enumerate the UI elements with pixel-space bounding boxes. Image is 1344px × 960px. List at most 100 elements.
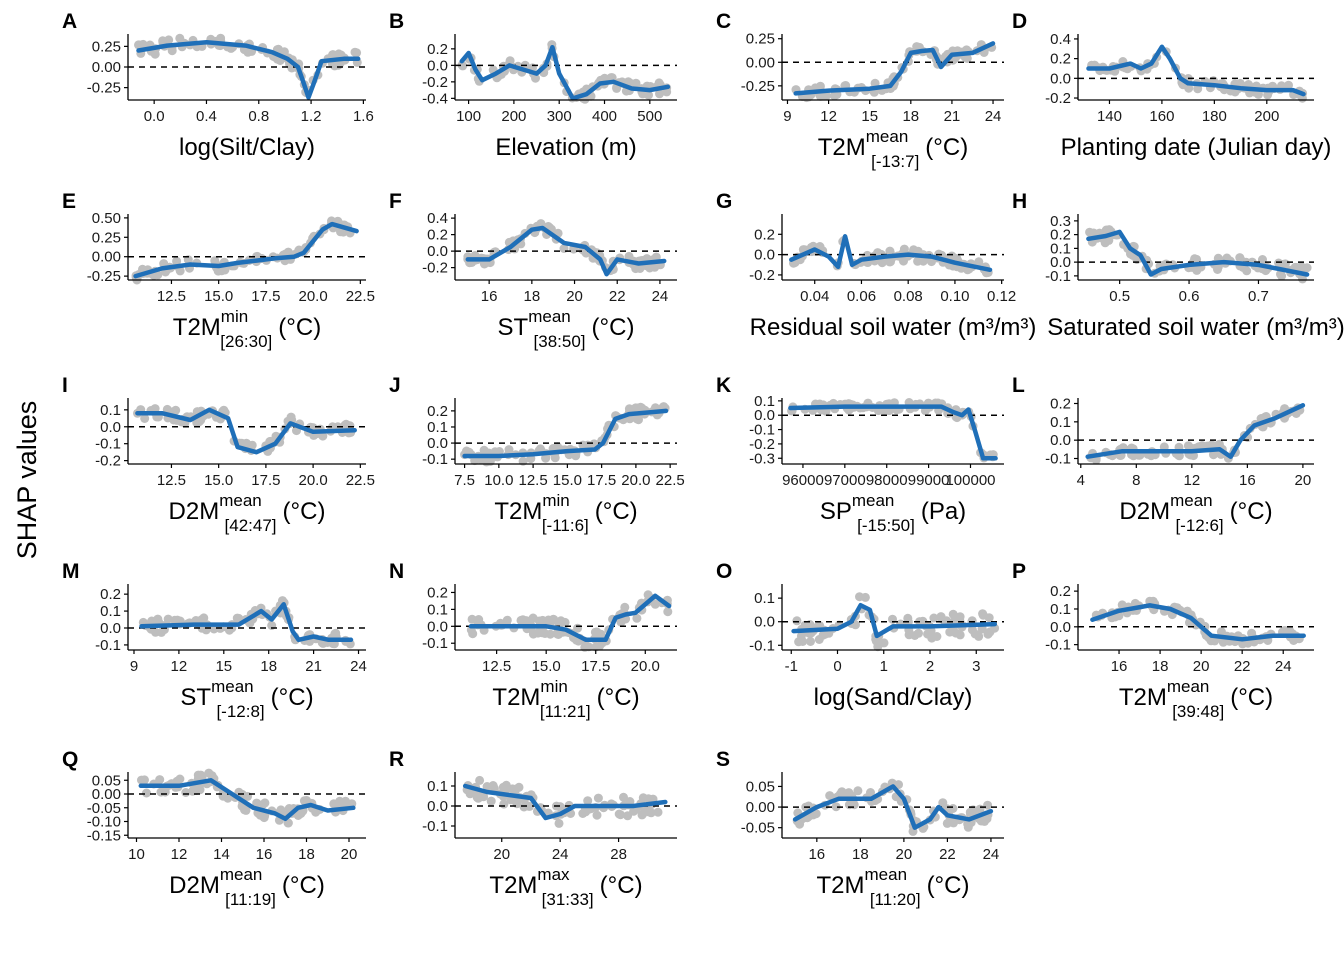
y-tick-label: 0.3: [1050, 213, 1071, 230]
y-tick-label: -0.1: [1045, 268, 1071, 285]
smooth-curve: [462, 408, 669, 459]
y-tick-label: 0.1: [100, 603, 121, 620]
x-tick-label: 7.5: [454, 472, 475, 489]
x-tick-label: 100: [456, 108, 481, 125]
scatter-point: [955, 612, 965, 622]
panel-b: B -0.4-0.20.00.2 100 200 300 400 500Elevation …: [389, 10, 677, 161]
x-axis-title-superscript: min: [221, 307, 248, 326]
panel-l: L -0.1 0.00.10.2 4 8 12 16 20 D2Mmean [-12:6] (°C): [1012, 374, 1314, 535]
x-tick-label: 0.8: [248, 108, 269, 125]
x-axis-title-subscript: [31:33]: [542, 890, 594, 909]
scatter-point: [531, 73, 540, 83]
y-tick-label: 0.1: [427, 419, 448, 436]
x-tick-label: 9: [130, 658, 138, 675]
smooth-curve: [791, 602, 998, 639]
x-axis-title-unit: (°C): [1230, 498, 1273, 525]
x-tick-label: 22.5: [346, 472, 375, 489]
x-tick-label: 12.5: [157, 472, 186, 489]
y-tick-label: -0.1: [1045, 637, 1071, 654]
x-tick-label: 200: [1254, 108, 1279, 125]
x-axis-title-main: log(Sand/Clay): [814, 684, 973, 711]
x-tick-label: 18: [524, 288, 541, 305]
scatter-point: [866, 788, 875, 797]
x-tick-label: 20.0: [631, 658, 660, 675]
scatter-points: [134, 33, 362, 98]
y-tick-label: -0.1: [749, 422, 775, 439]
scatter-points: [1086, 403, 1305, 465]
scatter-point: [142, 788, 151, 798]
smooth-curve: [139, 602, 354, 643]
y-tick-label: -0.25: [87, 268, 121, 285]
panel-j: J -0.10.00.10.2 7.5 10.0 12.5 15.0 17.5 20.0 22.…: [389, 374, 685, 535]
x-tick-label: 0.10: [940, 288, 969, 305]
y-tick-label: 0.2: [1050, 396, 1071, 413]
scatter-point: [1183, 441, 1193, 451]
panel-letter: L: [1012, 374, 1025, 397]
x-tick-label: 0.7: [1248, 288, 1269, 305]
x-axis-title-unit: (°C): [595, 498, 638, 525]
x-tick-label: 10: [128, 846, 145, 863]
scatter-point: [646, 808, 656, 818]
x-axis-title-main: Planting date (Julian day): [1061, 134, 1332, 161]
scatter-point: [521, 616, 531, 626]
y-tick-label: 0.1: [100, 402, 121, 419]
y-tick-label: -0.25: [87, 80, 121, 97]
scatter-point: [140, 414, 150, 423]
y-tick-label: 0.0: [100, 419, 121, 436]
x-tick-label: -1: [785, 658, 798, 675]
x-tick-label: 0.0: [144, 108, 165, 125]
y-tick-label: 0.05: [746, 778, 775, 795]
x-tick-label: 10.0: [484, 472, 513, 489]
panel-letter: J: [389, 374, 401, 397]
x-axis-title-main: ST: [180, 684, 211, 711]
scatter-point: [592, 810, 602, 820]
scatter-point: [825, 791, 835, 801]
x-tick-label: 12: [171, 658, 188, 675]
x-tick-label: 24: [350, 658, 367, 675]
x-axis-title-superscript: mean: [865, 865, 908, 884]
smooth-curve: [135, 407, 357, 455]
scatter-point: [1254, 89, 1263, 99]
y-axis-title: SHAP values: [12, 401, 42, 560]
scatter-point: [1104, 235, 1114, 245]
scatter-point: [479, 445, 489, 455]
scatter-point: [204, 768, 214, 778]
scatter-point: [499, 799, 509, 809]
smooth-curve: [465, 225, 667, 277]
x-axis-title-unit: (°C): [278, 314, 321, 341]
x-axis-title: D2Mmean [-12:6] (°C): [1119, 491, 1272, 535]
scatter-point: [978, 609, 988, 619]
scatter-point: [614, 809, 624, 819]
x-axis-title: D2Mmean [42:47] (°C): [169, 491, 326, 535]
x-axis-title-unit: (°C): [600, 872, 643, 899]
x-axis-title-superscript: mean: [1167, 677, 1210, 696]
y-tick-label: 0.1: [754, 590, 775, 607]
x-axis-title-unit: (°C): [597, 684, 640, 711]
y-tick-label: 0.0: [427, 618, 448, 635]
x-tick-label: 14: [213, 846, 230, 863]
scatter-point: [573, 623, 583, 633]
y-tick-label: -0.1: [422, 451, 448, 468]
x-tick-label: 16: [256, 846, 273, 863]
x-tick-label: 18: [298, 846, 315, 863]
x-axis-title-unit: (Pa): [921, 498, 966, 525]
x-axis-title: Saturated soil water (m³/m³): [1047, 314, 1344, 341]
y-tick-label: 0.1: [427, 601, 448, 618]
x-tick-label: 22.5: [346, 288, 375, 305]
panel-i: I -0.2-0.10.00.1 12.5 15.0 17.5 20.0 22.5 D2Mme…: [62, 374, 375, 535]
scatter-point: [792, 616, 802, 626]
scatter-point: [1117, 600, 1127, 610]
scatter-point: [482, 782, 492, 791]
x-tick-label: 16: [481, 288, 498, 305]
panel-m: M -0.10.00.10.2 9 12 15 18 21 24 STmean [-12:8] (°…: [62, 560, 367, 721]
scatter-point: [548, 614, 558, 624]
scatter-point: [798, 637, 808, 646]
y-tick-label: 0.0: [427, 798, 448, 815]
scatter-point: [1277, 271, 1287, 281]
x-axis-title-subscript: [-15:50]: [857, 516, 915, 535]
scatter-point: [350, 47, 360, 57]
scatter-point: [163, 614, 173, 624]
x-axis-title: STmean [38:50] (°C): [498, 307, 635, 351]
panel-p: P -0.10.00.10.2 16 18 20 22 24 T2Mmean [39:48] (°…: [1012, 560, 1314, 721]
x-tick-label: 16: [1239, 472, 1256, 489]
